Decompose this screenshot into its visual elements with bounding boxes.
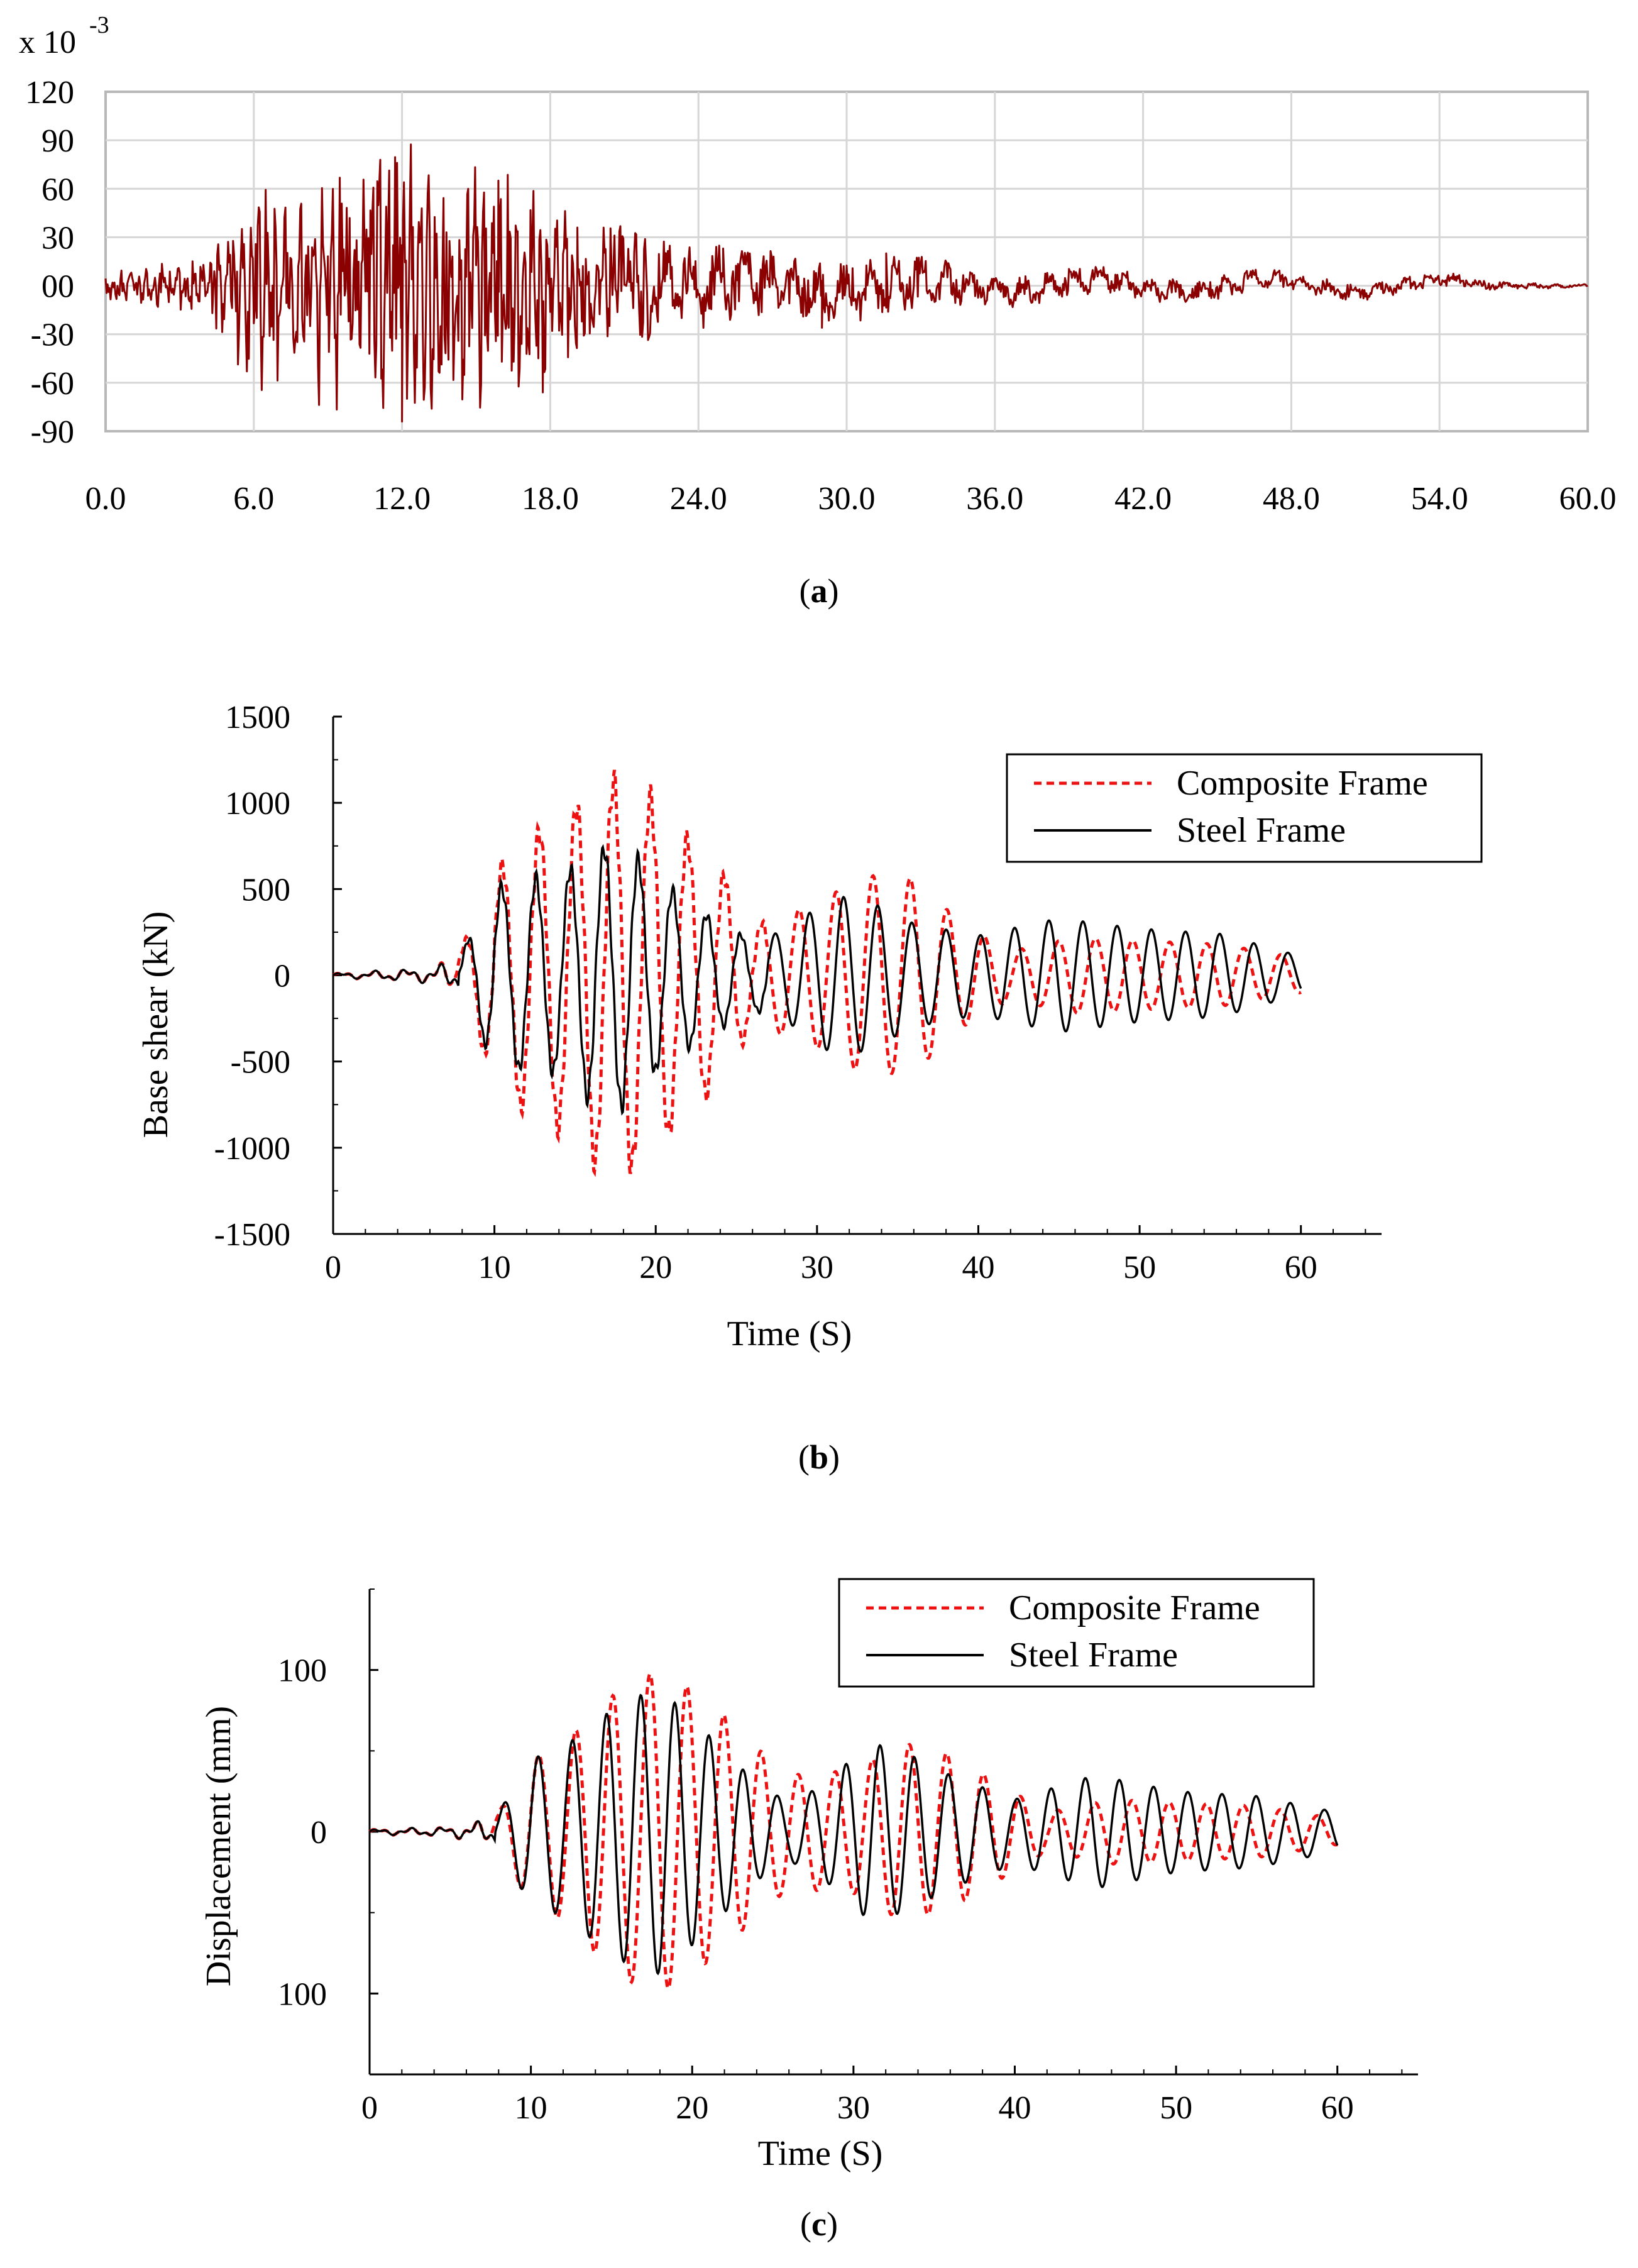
panel-c-displacement-chart: 100 0 100 0 10 20 30 40 50 60 Time (S) Displacem… [199,1578,1418,2243]
x-tick-labels-a: 0.0 6.0 12.0 18.0 24.0 30.0 36.0 42.0 48.0 54.0 60… [85,481,1617,517]
x-tick-label: 60 [1321,2090,1354,2126]
x-tick-label: 30 [801,1250,833,1285]
y-tick-label: 100 [278,1976,327,2012]
scale-note: x 10 [19,25,76,60]
legend-c: Composite Frame Steel Frame [838,1578,1315,1688]
x-tick-label: 10 [478,1250,511,1285]
y-tick-label: 30 [41,220,74,256]
series-line-steel-frame-c [368,1693,1339,1976]
y-tick-label: -500 [231,1045,290,1081]
y-tick-label: 100 [278,1653,327,1689]
legend-label-composite-b: Composite Frame [1177,764,1428,803]
panel-b-base-shear-chart: 1500 1000 500 0 -500 -1000 -1500 0 10 20 30 40 50 60… [136,700,1483,1476]
y-tick-label: -90 [31,414,74,450]
series-line-acceleration [104,143,1588,423]
y-tick-label: 1000 [225,786,290,822]
legend-label-steel-b: Steel Frame [1177,811,1346,850]
y-axis-title-c: Displacement (mm) [199,1706,238,1986]
x-tick-label: 18.0 [522,481,579,517]
x-tick-label: 40 [962,1250,994,1285]
x-tick-labels-c: 0 10 20 30 40 50 60 [361,2090,1354,2126]
y-tick-label: 0 [274,959,290,994]
y-tick-label: 120 [25,75,74,111]
x-tick-label: 12.0 [373,481,431,517]
x-tick-label: 50 [1160,2090,1192,2126]
x-tick-label: 48.0 [1263,481,1320,517]
y-tick-label: 1500 [225,700,290,735]
axes-c [368,1588,1418,2076]
x-tick-label: 20 [676,2090,708,2126]
legend-label-composite-c: Composite Frame [1009,1588,1260,1627]
y-tick-label: 0 [311,1815,327,1851]
grid-a [106,92,1588,431]
caption-a: (a) [800,572,839,610]
y-tick-label: 90 [41,123,74,159]
x-tick-label: 60.0 [1559,481,1617,517]
x-tick-label: 50 [1123,1250,1156,1285]
x-tick-label: 20 [639,1250,672,1285]
y-axis-title-b: Base shear (kN) [136,911,175,1138]
y-tick-labels-b: 1500 1000 500 0 -500 -1000 -1500 [214,700,290,1253]
x-axis-title-c: Time (S) [758,2134,883,2173]
x-tick-label: 40 [998,2090,1031,2126]
series-line-steel-frame-b [333,844,1302,1116]
x-tick-label: 24.0 [670,481,727,517]
x-tick-labels-b: 0 10 20 30 40 50 60 [325,1250,1317,1285]
y-tick-labels-a: 120 90 60 30 00 -30 -60 -90 [25,75,74,450]
y-tick-labels-c: 100 0 100 [278,1653,327,2013]
caption-c: (c) [800,2205,838,2243]
y-tick-label: -60 [31,366,74,402]
scale-exponent: -3 [89,12,109,38]
y-tick-label: -1500 [214,1217,290,1253]
caption-b: (b) [798,1438,840,1476]
x-tick-label: 30 [837,2090,870,2126]
x-tick-label: 54.0 [1411,481,1468,517]
panel-a-acceleration-chart: x 10 -3 120 90 60 30 00 -30 -60 -90 0.0 6.0 12.0 1… [19,12,1617,610]
x-tick-label: 0.0 [85,481,126,517]
x-tick-label: 0 [361,2090,378,2126]
x-tick-label: 60 [1285,1250,1317,1285]
x-tick-label: 0 [325,1250,341,1285]
y-tick-label: -30 [31,317,74,353]
x-tick-label: 30.0 [818,481,876,517]
axes-b [332,715,1382,1235]
legend-b: Composite Frame Steel Frame [1006,753,1483,863]
y-tick-label: -1000 [214,1131,290,1167]
legend-label-steel-c: Steel Frame [1009,1636,1178,1675]
x-tick-label: 36.0 [966,481,1023,517]
legend-box-b [1006,753,1483,863]
x-tick-label: 42.0 [1114,481,1172,517]
y-tick-label: 60 [41,172,74,207]
y-tick-label: 500 [241,872,290,908]
x-tick-label: 10 [515,2090,547,2126]
x-axis-title-b: Time (S) [727,1314,852,1353]
y-tick-label: 00 [41,269,74,305]
x-tick-label: 6.0 [233,481,274,517]
legend-box-c [838,1578,1315,1688]
